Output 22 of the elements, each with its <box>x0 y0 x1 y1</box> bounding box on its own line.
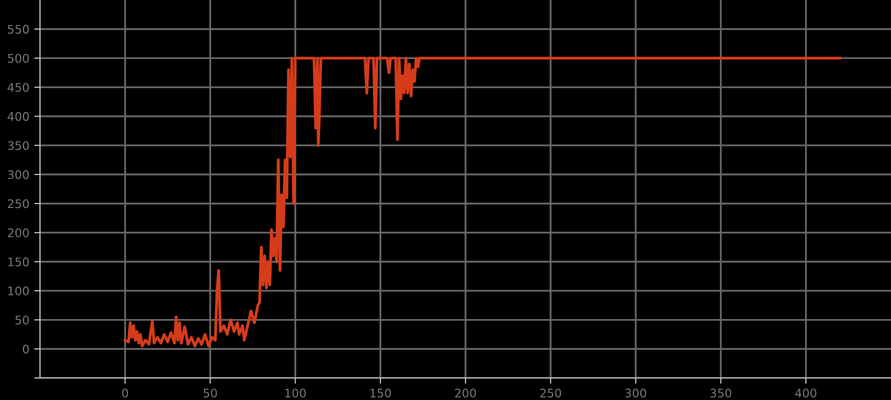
x-tick-label: 350 <box>710 388 732 398</box>
y-tick-label: 250 <box>8 199 29 208</box>
x-tick-label: 100 <box>285 388 306 398</box>
x-tick-label: 200 <box>455 388 476 398</box>
y-tick-label: 350 <box>8 141 29 150</box>
x-tick-label: 300 <box>625 388 646 398</box>
y-tick-label: 150 <box>8 257 29 266</box>
line-series <box>124 56 842 348</box>
x-tick-label: 250 <box>540 388 562 398</box>
y-tick-label: 0 <box>22 344 29 354</box>
y-tick-label: 300 <box>8 170 29 180</box>
y-tick-label: 400 <box>8 112 29 121</box>
y-tick-label: 550 <box>8 24 29 34</box>
y-tick-label: 500 <box>8 54 29 63</box>
x-tick-label: 0 <box>122 388 128 398</box>
x-tick-label: 150 <box>370 388 391 398</box>
x-tick-label: 400 <box>795 388 816 398</box>
y-tick-label: 100 <box>8 286 29 296</box>
y-tick-label: 450 <box>8 82 29 92</box>
x-tick-label: 50 <box>204 388 217 398</box>
y-tick-label: 50 <box>15 316 29 324</box>
y-tick-label: 200 <box>8 228 29 238</box>
